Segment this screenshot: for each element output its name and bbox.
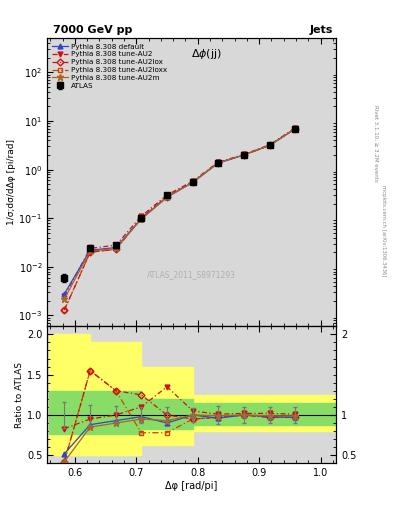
Bar	[141, 367, 193, 445]
Pythia 8.308 default	[216, 160, 220, 166]
Pythia 8.308 tune-AU2loxx	[241, 152, 246, 158]
Y-axis label: 1/σ;dσ/dΔφ [pi/rad]: 1/σ;dσ/dΔφ [pi/rad]	[7, 139, 16, 225]
Pythia 8.308 tune-AU2lox	[88, 249, 92, 255]
Bar	[141, 399, 193, 429]
Pythia 8.308 default	[165, 194, 169, 200]
Pythia 8.308 tune-AU2loxx	[267, 142, 272, 148]
Pythia 8.308 tune-AU2loxx	[292, 126, 297, 132]
Text: $\Delta\phi\mathsf{(jj)}$: $\Delta\phi\mathsf{(jj)}$	[191, 47, 222, 61]
Line: Pythia 8.308 tune-AU2loxx: Pythia 8.308 tune-AU2loxx	[62, 126, 297, 312]
Pythia 8.308 tune-AU2m	[267, 142, 272, 148]
Pythia 8.308 tune-AU2lox	[241, 152, 246, 158]
Pythia 8.308 tune-AU2loxx	[165, 194, 169, 200]
Text: Rivet 3.1.10, ≥ 3.2M events: Rivet 3.1.10, ≥ 3.2M events	[373, 105, 378, 182]
Pythia 8.308 tune-AU2lox	[165, 194, 169, 200]
Line: Pythia 8.308 tune-AU2m: Pythia 8.308 tune-AU2m	[61, 126, 298, 302]
Pythia 8.308 tune-AU2loxx	[216, 160, 220, 166]
Pythia 8.308 tune-AU2	[292, 125, 297, 131]
Pythia 8.308 tune-AU2	[241, 152, 246, 158]
Bar	[49, 391, 90, 434]
Pythia 8.308 tune-AU2m	[191, 179, 195, 185]
Pythia 8.308 tune-AU2lox	[139, 215, 143, 221]
Pythia 8.308 default	[88, 247, 92, 253]
Pythia 8.308 tune-AU2loxx	[114, 246, 118, 252]
Legend: Pythia 8.308 default, Pythia 8.308 tune-AU2, Pythia 8.308 tune-AU2lox, Pythia 8.: Pythia 8.308 default, Pythia 8.308 tune-…	[51, 42, 169, 90]
Pythia 8.308 tune-AU2	[139, 213, 143, 219]
Pythia 8.308 tune-AU2m	[114, 245, 118, 251]
Bar	[193, 395, 336, 431]
Pythia 8.308 default	[267, 142, 272, 148]
Pythia 8.308 tune-AU2	[267, 142, 272, 148]
Bar	[193, 403, 336, 425]
Pythia 8.308 default	[62, 291, 67, 297]
Pythia 8.308 tune-AU2lox	[267, 142, 272, 148]
Bar	[90, 391, 141, 434]
Pythia 8.308 tune-AU2lox	[62, 307, 67, 313]
Text: ATLAS_2011_S8971293: ATLAS_2011_S8971293	[147, 270, 236, 279]
Pythia 8.308 tune-AU2loxx	[191, 179, 195, 185]
Bar	[90, 343, 141, 455]
Pythia 8.308 tune-AU2loxx	[139, 215, 143, 221]
Pythia 8.308 tune-AU2	[114, 242, 118, 248]
Pythia 8.308 default	[114, 244, 118, 250]
Text: Jets: Jets	[310, 25, 333, 35]
Bar	[49, 334, 90, 455]
Pythia 8.308 tune-AU2	[88, 245, 92, 251]
Line: Pythia 8.308 tune-AU2: Pythia 8.308 tune-AU2	[62, 126, 297, 298]
Pythia 8.308 tune-AU2	[216, 159, 220, 165]
Pythia 8.308 default	[292, 126, 297, 132]
Y-axis label: Ratio to ATLAS: Ratio to ATLAS	[15, 362, 24, 428]
Text: mcplots.cern.ch [arXiv:1306.3436]: mcplots.cern.ch [arXiv:1306.3436]	[381, 185, 386, 276]
Pythia 8.308 tune-AU2lox	[292, 126, 297, 132]
Pythia 8.308 tune-AU2m	[165, 194, 169, 200]
Pythia 8.308 tune-AU2m	[241, 152, 246, 158]
Text: 7000 GeV pp: 7000 GeV pp	[53, 25, 132, 35]
X-axis label: Δφ [rad/pi]: Δφ [rad/pi]	[165, 481, 218, 491]
Line: Pythia 8.308 tune-AU2lox: Pythia 8.308 tune-AU2lox	[62, 126, 297, 312]
Pythia 8.308 tune-AU2lox	[114, 246, 118, 252]
Pythia 8.308 tune-AU2	[191, 178, 195, 184]
Pythia 8.308 default	[139, 216, 143, 222]
Pythia 8.308 tune-AU2	[62, 293, 67, 299]
Pythia 8.308 tune-AU2m	[88, 248, 92, 254]
Pythia 8.308 tune-AU2lox	[216, 160, 220, 166]
Pythia 8.308 tune-AU2	[165, 192, 169, 198]
Pythia 8.308 tune-AU2loxx	[62, 307, 67, 313]
Pythia 8.308 tune-AU2m	[292, 126, 297, 132]
Pythia 8.308 tune-AU2m	[62, 296, 67, 302]
Pythia 8.308 tune-AU2loxx	[88, 249, 92, 255]
Pythia 8.308 tune-AU2m	[216, 160, 220, 166]
Pythia 8.308 tune-AU2m	[139, 216, 143, 222]
Line: Pythia 8.308 default: Pythia 8.308 default	[62, 126, 297, 296]
Pythia 8.308 default	[241, 152, 246, 158]
Pythia 8.308 default	[191, 179, 195, 185]
Pythia 8.308 tune-AU2lox	[191, 179, 195, 185]
